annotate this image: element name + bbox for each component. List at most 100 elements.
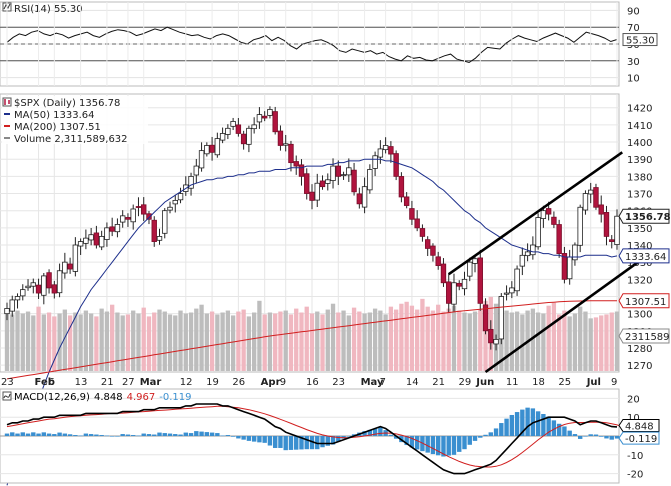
candle-up	[119, 215, 126, 223]
volume-bar	[125, 314, 131, 371]
date-tick-label: Apr	[261, 377, 281, 388]
price-legend-box	[2, 96, 148, 144]
macd-value-tag-label: -0.119	[625, 434, 657, 445]
candle-up	[588, 189, 594, 195]
volume-bar	[110, 304, 115, 371]
legend-item-label: MA(200) 1307.51	[14, 122, 101, 133]
volume-bar	[483, 300, 488, 371]
volume-bar	[288, 314, 294, 371]
candle-down	[319, 180, 326, 188]
date-tick-label: 26	[232, 377, 245, 388]
macd-histogram-bar	[457, 436, 462, 452]
candle-down	[141, 204, 147, 215]
candle-up	[104, 227, 110, 240]
macd-histogram-bar	[230, 436, 236, 437]
volume-bar	[62, 309, 68, 371]
candle-up	[377, 148, 384, 158]
volume-bar	[273, 313, 278, 371]
candle-up	[9, 299, 15, 312]
volume-bar	[367, 312, 373, 371]
candle-up	[467, 261, 473, 277]
macd-tick-label: 20	[627, 394, 640, 405]
macd-histogram-bar	[52, 434, 57, 436]
candle-up	[172, 199, 178, 205]
price-title: $SPX (Daily) 1356.78	[14, 98, 120, 109]
macd-histogram-bar	[309, 436, 315, 450]
volume-bar	[546, 305, 551, 371]
volume-bar	[325, 309, 330, 371]
date-tick-label: 14	[406, 377, 419, 388]
macd-histogram-bar	[320, 436, 325, 448]
candle-up	[83, 237, 89, 244]
macd-histogram-bar	[493, 428, 499, 436]
legend-item-label: MA(50) 1333.64	[14, 110, 95, 121]
price-tick-label: 1330	[627, 258, 652, 269]
macd-tick-label: 10	[627, 413, 640, 424]
candles	[4, 106, 620, 351]
volume-bar	[457, 310, 462, 371]
macd-histogram-bar	[78, 435, 83, 437]
price-value-tag-label: 1333.64	[625, 252, 666, 263]
date-tick-label: 18	[532, 377, 545, 388]
date-tick-label: 12	[180, 377, 193, 388]
price-tick-label: 1400	[627, 138, 652, 149]
candle-down	[435, 256, 441, 267]
price-value-tag-box	[618, 248, 670, 264]
volume-bar	[315, 311, 320, 371]
candle-up	[114, 224, 121, 233]
date-tick-label: 29	[459, 377, 472, 388]
price-tick-label: 1410	[627, 121, 652, 132]
candle-up	[530, 244, 536, 256]
volume-bar	[178, 310, 183, 371]
macd-tick-label: -10	[627, 451, 643, 462]
candle-up	[283, 143, 289, 146]
macd-histogram-bar	[62, 433, 68, 436]
date-tick-label: Feb	[35, 377, 55, 388]
candle-up	[451, 282, 457, 305]
rsi-panel: 907050301055.30 RSI(14) 55.30	[0, 1, 658, 87]
macd-histogram-bar	[220, 435, 225, 437]
ma50-line	[6, 158, 618, 486]
volume-bar	[304, 306, 309, 371]
macd-histogram-bar	[556, 423, 562, 436]
candle-down	[125, 217, 131, 220]
candle-down	[482, 304, 489, 332]
macd-histogram-bar	[304, 436, 309, 450]
candle-down	[135, 206, 142, 208]
volume-bar	[604, 314, 609, 371]
price-value-tag: 2311589	[618, 328, 670, 344]
candle-down	[151, 219, 157, 242]
price-tick-label: 1340	[627, 241, 652, 252]
volume-bar	[388, 306, 394, 371]
macd-histogram-bar	[167, 433, 173, 436]
candle-down	[603, 212, 610, 237]
macd-lines	[6, 403, 623, 475]
candle-up	[367, 169, 373, 191]
volume-bar	[20, 313, 25, 371]
candle-up	[572, 244, 578, 261]
volume-bar	[556, 314, 562, 371]
macd-histogram-bar	[446, 436, 451, 456]
date-tick-label: 11	[506, 377, 519, 388]
volume-bar	[215, 314, 220, 371]
macd-histogram-bar	[462, 436, 467, 450]
candle-down	[551, 216, 557, 225]
macd-histogram-bar	[367, 429, 373, 436]
candle-down	[477, 257, 483, 304]
volume-bar	[10, 314, 15, 371]
macd-histogram-bar	[257, 436, 262, 443]
price-tick-label: 1380	[627, 172, 652, 183]
macd-histogram-bar	[436, 436, 441, 456]
volume-bar	[309, 313, 315, 371]
macd-histogram-bar	[472, 436, 478, 441]
date-tick-label: 9	[280, 377, 286, 388]
macd-histogram-bar	[488, 432, 493, 436]
volume-bar	[441, 311, 446, 371]
macd-histogram-bar	[467, 436, 472, 445]
candle-up	[177, 193, 184, 201]
price-tick-label: 1420	[627, 104, 652, 115]
volume-bar	[257, 300, 262, 371]
price-value-tag-label: 1356.78	[625, 212, 671, 223]
candle-down	[67, 263, 73, 270]
candle-down	[335, 165, 341, 177]
